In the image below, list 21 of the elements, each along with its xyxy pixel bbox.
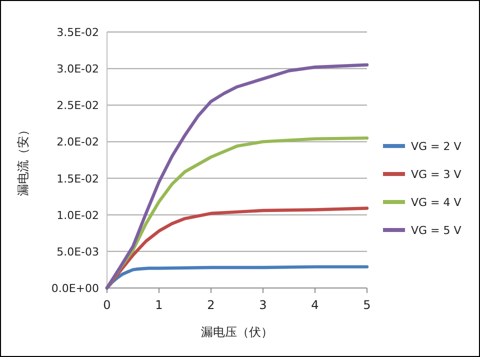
y-tick-label: 1.5E-02 <box>56 172 99 186</box>
line-series <box>105 63 369 290</box>
y-tick-label: 3.0E-02 <box>56 62 99 76</box>
y-tick-label: 3.5E-02 <box>56 26 99 39</box>
legend-label: VG = 5 V <box>411 224 462 237</box>
y-tick-label: 2.5E-02 <box>56 99 99 112</box>
legend-label: VG = 4 V <box>411 196 462 209</box>
x-tick-label: 0 <box>103 298 111 312</box>
legend-label: VG = 3 V <box>411 168 462 181</box>
y-tick-label: 0.0E+00 <box>51 282 99 295</box>
legend-label: VG = 2 V <box>411 140 462 153</box>
x-tick-label: 5 <box>363 298 371 312</box>
x-tick-label: 4 <box>311 298 319 312</box>
y-tick-label: 2.0E-02 <box>56 136 99 149</box>
x-tick-label: 2 <box>207 298 215 312</box>
x-axis-title: 漏电压（伏） <box>201 325 273 339</box>
x-tick-label: 3 <box>259 298 267 312</box>
y-tick-label: 5.0E-03 <box>56 245 99 258</box>
x-tick-label: 1 <box>155 298 163 312</box>
y-axis-title: 漏电流（安） <box>16 124 30 196</box>
y-tick-label: 1.0E-02 <box>56 208 99 222</box>
